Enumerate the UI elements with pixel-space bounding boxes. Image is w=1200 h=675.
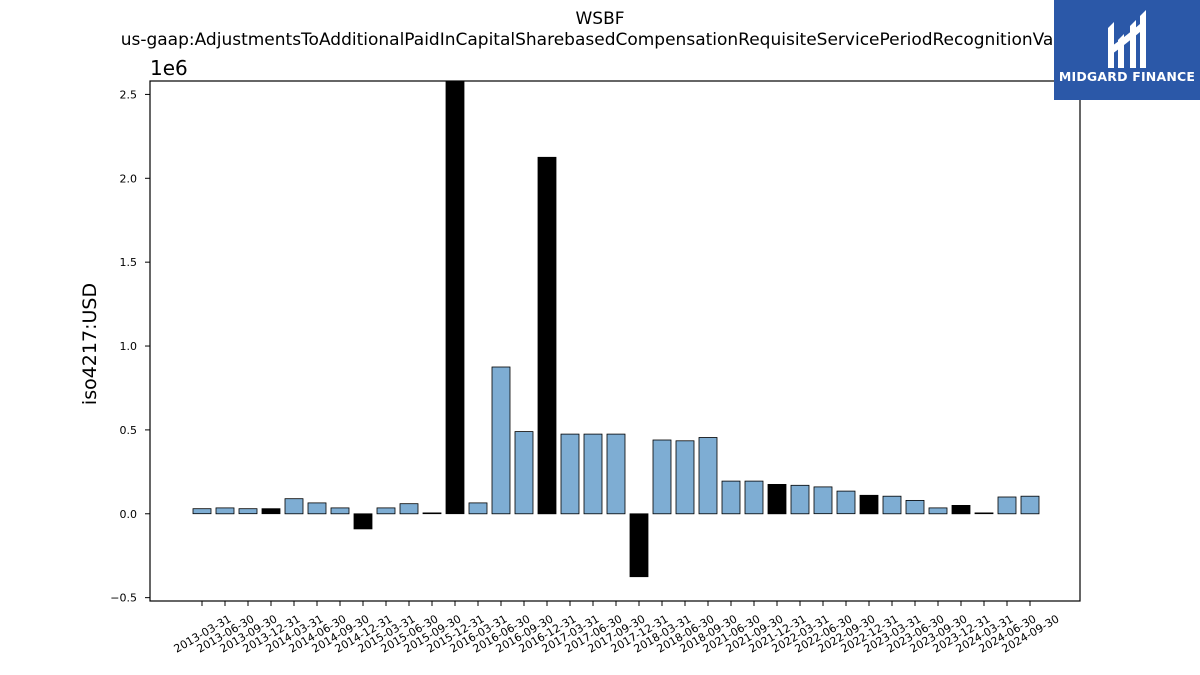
bar-2015-12-31: [445, 81, 465, 515]
bar-2018-06-30: [675, 440, 695, 515]
bar-2021-09-30: [744, 480, 764, 515]
bars-group: [192, 81, 1040, 578]
bar-2022-03-31: [790, 484, 810, 515]
bar-2015-09-30: [422, 512, 442, 515]
bar-2016-03-31: [468, 502, 488, 515]
bar-2016-06-30: [491, 366, 511, 515]
bar-2024-09-30: [1020, 495, 1040, 515]
logo-text: MIDGARD FINANCE: [1058, 69, 1196, 84]
bar-2013-12-31: [261, 508, 281, 515]
bar-2017-06-30: [583, 433, 603, 515]
bar-2013-09-30: [238, 508, 258, 515]
bar-2024-03-31: [974, 512, 994, 515]
y-multiplier-label: 1e6: [150, 56, 188, 80]
bar-2024-06-30: [997, 496, 1017, 515]
bar-2018-03-31: [652, 439, 672, 515]
bar-2016-09-30: [514, 431, 534, 515]
bar-2015-03-31: [376, 507, 396, 515]
y-tick-label: 1.0: [120, 340, 138, 353]
midgard-finance-logo: MIDGARD FINANCE: [1054, 0, 1200, 100]
y-tick-label: 2.0: [120, 172, 138, 185]
bar-2014-06-30: [307, 502, 327, 515]
bar-2017-09-30: [606, 433, 626, 515]
plot-frame: [149, 80, 1081, 602]
bar-2016-12-31: [537, 156, 557, 515]
bar-2023-06-30: [905, 499, 925, 515]
bar-2013-03-31: [192, 508, 212, 515]
bar-2014-09-30: [330, 507, 350, 515]
y-tick-label: 2.5: [120, 88, 138, 101]
bar-2022-09-30: [836, 490, 856, 515]
bar-2023-03-31: [882, 495, 902, 515]
bar-2015-06-30: [399, 503, 419, 515]
y-tick-label: 0.0: [120, 508, 138, 521]
bar-2017-03-31: [560, 433, 580, 515]
y-tick-label: 1.5: [120, 256, 138, 269]
chart-title: WSBF: [575, 9, 625, 29]
bar-2014-12-31: [353, 513, 373, 530]
bar-2021-12-31: [767, 483, 787, 515]
bar-2022-06-30: [813, 486, 833, 515]
bar-2013-06-30: [215, 507, 235, 515]
logo-mark-icon: [1108, 10, 1146, 68]
bar-2018-09-30: [698, 437, 718, 515]
bar-2021-06-30: [721, 480, 741, 515]
y-tick-label: 0.5: [120, 424, 138, 437]
chart-subtitle: us-gaap:AdjustmentsToAdditionalPaidInCap…: [120, 30, 1080, 50]
bar-2023-09-30: [928, 507, 948, 515]
y-axis-label: iso4217:USD: [79, 283, 101, 405]
bar-2017-12-31: [629, 513, 649, 578]
bar-2023-12-31: [951, 504, 971, 515]
bar-2022-12-31: [859, 494, 879, 515]
bar-2014-03-31: [284, 498, 304, 515]
y-tick-label: −0.5: [110, 592, 137, 605]
